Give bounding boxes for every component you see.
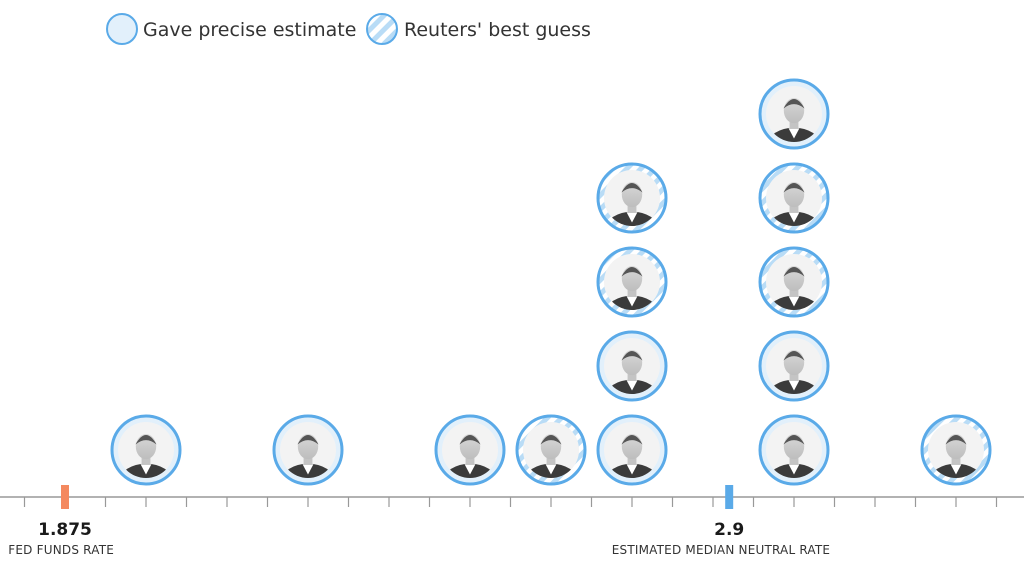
precise-point	[434, 414, 506, 486]
portrait	[766, 422, 822, 478]
reference-marker: 2.9 ESTIMATED MEDIAN NEUTRAL RATE	[612, 485, 830, 557]
portrait	[280, 422, 336, 478]
portrait	[604, 338, 660, 394]
data-points	[110, 78, 992, 486]
precise-point	[596, 414, 668, 486]
reference-marker-bar	[725, 485, 734, 509]
portrait	[766, 170, 822, 226]
reference-marker-value: 1.875	[38, 520, 92, 540]
precise-point	[758, 330, 830, 402]
precise-point	[596, 330, 668, 402]
portrait	[523, 422, 579, 478]
portrait	[766, 338, 822, 394]
reference-marker-bar	[61, 485, 69, 509]
legend-guess-swatch	[366, 13, 398, 45]
portrait	[604, 254, 660, 310]
portrait	[442, 422, 498, 478]
legend: Gave precise estimate Reuters' best gues…	[106, 13, 591, 45]
x-axis-ticks	[23, 497, 998, 507]
legend-precise-swatch	[106, 13, 138, 45]
portrait	[604, 422, 660, 478]
guess-point	[596, 246, 668, 318]
precise-point	[758, 78, 830, 150]
precise-point	[110, 414, 182, 486]
guess-point	[758, 162, 830, 234]
x-axis	[0, 496, 1024, 507]
portrait	[766, 254, 822, 310]
reference-marker-caption: ESTIMATED MEDIAN NEUTRAL RATE	[612, 543, 830, 557]
portrait	[766, 86, 822, 142]
precise-point	[758, 414, 830, 486]
reference-marker-caption: FED FUNDS RATE	[8, 543, 114, 557]
legend-precise-label: Gave precise estimate	[143, 19, 356, 41]
guess-point	[596, 162, 668, 234]
reference-marker-value: 2.9	[714, 520, 744, 540]
precise-point	[272, 414, 344, 486]
reference-markers: 1.875 FED FUNDS RATE 2.9 ESTIMATED MEDIAN N…	[8, 485, 830, 557]
portrait	[604, 170, 660, 226]
guess-point	[758, 246, 830, 318]
guess-point	[920, 414, 992, 486]
portrait	[118, 422, 174, 478]
reference-marker: 1.875 FED FUNDS RATE	[8, 485, 114, 557]
legend-guess-label: Reuters' best guess	[404, 19, 591, 41]
portrait	[928, 422, 984, 478]
guess-point	[515, 414, 587, 486]
